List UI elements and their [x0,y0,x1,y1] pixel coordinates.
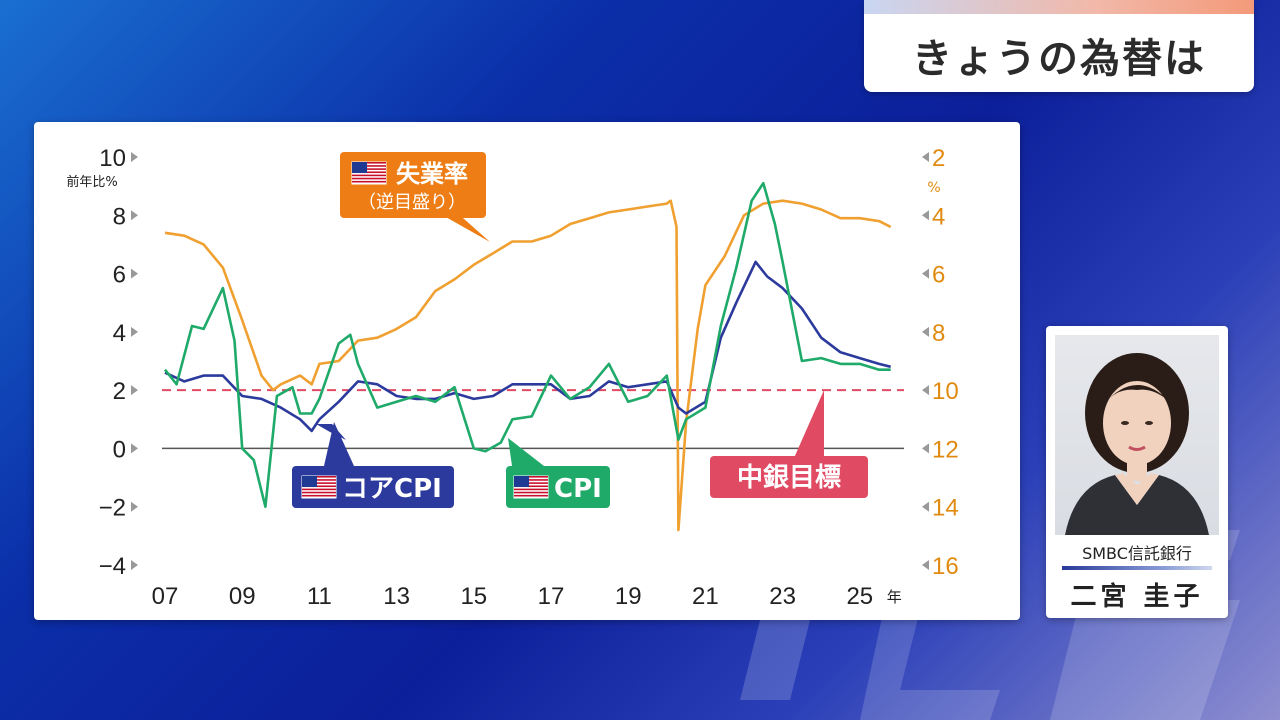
y-left-tick-label: −2 [99,495,126,522]
flag-stripe [352,165,386,167]
x-unit-label: 年 [887,588,902,606]
name-underline [1062,566,1212,570]
flag-canton [514,476,529,487]
flag-stripe [302,488,336,491]
y-right-tick-marker [922,560,929,570]
chart-card: 10 8 6 4 2 0 −2 −4 前年比% 2 4 6 8 10 12 14 16% 07 09 11 13 15 17… [34,122,1020,620]
target-callout [710,456,868,498]
y-left-tick-label: 8 [113,203,126,230]
title-accent-bar [864,0,1254,14]
flag-stripe [302,476,336,478]
x-tick-label: 13 [383,583,410,610]
flag-stripe [514,488,548,491]
y-right-tick-label: 10 [932,378,959,405]
flag-stripe [514,479,548,481]
y-right-tick-marker [922,210,929,221]
us-flag-icon [301,475,337,499]
y-left-tick-marker [131,385,138,396]
presenter-company: SMBC信託銀行 [1082,544,1192,563]
flag-stripe [352,180,386,183]
series-line-CPI [163,181,891,508]
flag-stripe [514,485,548,488]
unemployment-sublabel: （逆目盛り） [358,192,466,213]
flag-stripe [302,491,336,494]
flag-stripe [514,494,548,497]
y-right-label: % [927,180,940,196]
y-left-tick-label: 4 [113,320,126,347]
x-tick-label: 15 [460,583,487,610]
y-left-tick-marker [131,268,138,279]
y-left-label: 前年比% [66,174,117,190]
x-tick-label: 25 [846,583,873,610]
cpi-label: CPI [554,474,602,504]
flag-stripe [352,168,386,170]
y-right-tick-label: 16 [932,553,959,580]
y-left-tick-label: −4 [99,553,126,580]
us-flag-icon [513,475,549,499]
y-right-tick-marker [922,385,929,396]
flag-canton [302,476,317,487]
flag-stripe [352,177,386,180]
y-right-tick-marker [922,152,929,162]
flag-stripe [514,491,548,494]
flag-stripe [302,485,336,488]
chart: 10 8 6 4 2 0 −2 −4 前年比% 2 4 6 8 10 12 14 16% 07 09 11 13 15 17… [66,145,959,610]
y-right-tick-marker [922,501,929,512]
core-cpi-callout-pointer-2 [324,422,354,466]
target-callout-pointer [794,390,824,458]
y-right-tick-marker [922,326,929,337]
y-left-tick-marker [131,443,138,454]
y-left-tick-marker [131,210,138,221]
y-right-tick-label: 12 [932,436,959,463]
presenter-card: SMBC信託銀行 二宮 圭子 [1046,326,1228,618]
x-tick-label: 07 [152,583,179,610]
flag-stripe [302,482,336,484]
y-left-tick-marker [131,501,138,512]
presenter-name: 二宮 圭子 [1070,582,1204,612]
flag-stripe [352,171,386,174]
y-right-tick-marker [922,443,929,454]
y-left-tick-label: 0 [113,436,126,463]
us-flag-icon [351,161,387,185]
flag-stripe [302,479,336,481]
y-left-tick-label: 6 [113,262,126,289]
y-left-tick-label: 10 [99,145,126,172]
y-right-tick-marker [922,268,929,279]
flag-stripe [352,162,386,164]
y-right-tick-label: 8 [932,320,945,347]
y-right-tick-label: 2 [932,145,945,172]
unemployment-label: 失業率 [396,160,468,188]
flag-stripe [302,494,336,497]
y-right-tick-label: 6 [932,262,945,289]
page-title-box: きょうの為替は [864,0,1254,92]
x-tick-label: 19 [615,583,642,610]
series-line-失業率 [164,199,892,532]
core-cpi-label: コアCPI [342,474,442,504]
y-left-tick-marker [131,152,138,162]
x-tick-label: 23 [769,583,796,610]
x-tick-label: 09 [229,583,256,610]
y-right-tick-label: 14 [932,495,959,522]
y-left-tick-marker [131,326,138,337]
series-line-コアCPI [164,260,892,433]
y-left-tick-label: 2 [113,378,126,405]
flag-stripe [514,476,548,478]
page-title: きょうの為替は [912,36,1206,82]
y-right-tick-label: 4 [932,203,945,230]
x-tick-label: 11 [307,583,332,610]
cpi-callout-pointer [508,438,544,466]
x-tick-label: 21 [692,583,719,610]
presenter-photo [1055,335,1219,535]
flag-stripe [352,174,386,177]
target-label: 中銀目標 [737,463,841,493]
x-tick-label: 17 [538,583,565,610]
flag-stripe [514,482,548,484]
y-left-tick-marker [131,560,138,570]
flag-canton [352,162,367,173]
